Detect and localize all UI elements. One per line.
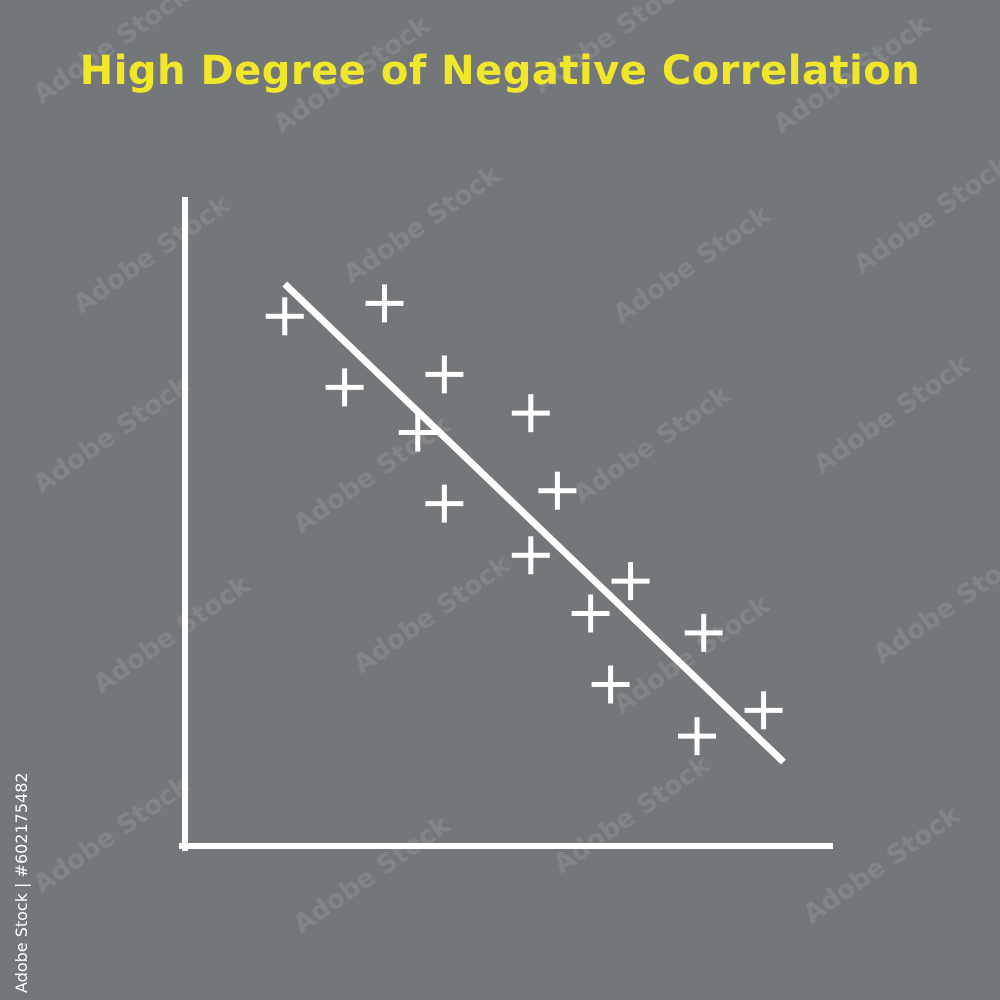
data-point [511,394,550,433]
data-point [678,717,717,756]
stock-id-text: Adobe Stock | #602175482 [12,772,31,993]
data-point [538,471,577,510]
data-point [425,484,464,523]
data-points [265,284,783,756]
data-point [325,368,364,407]
data-point [398,413,437,452]
data-point [365,284,404,323]
data-point [684,613,723,652]
data-point [265,297,304,336]
stock-id-label: Adobe Stock | #602175482 [8,765,36,995]
data-point [744,691,783,730]
data-point [571,594,610,633]
data-point [425,355,464,394]
data-point [611,562,650,601]
data-point [511,536,550,575]
trend-line [282,281,786,765]
chart-title: High Degree of Negative Correlation [79,48,921,94]
data-point [591,665,630,704]
